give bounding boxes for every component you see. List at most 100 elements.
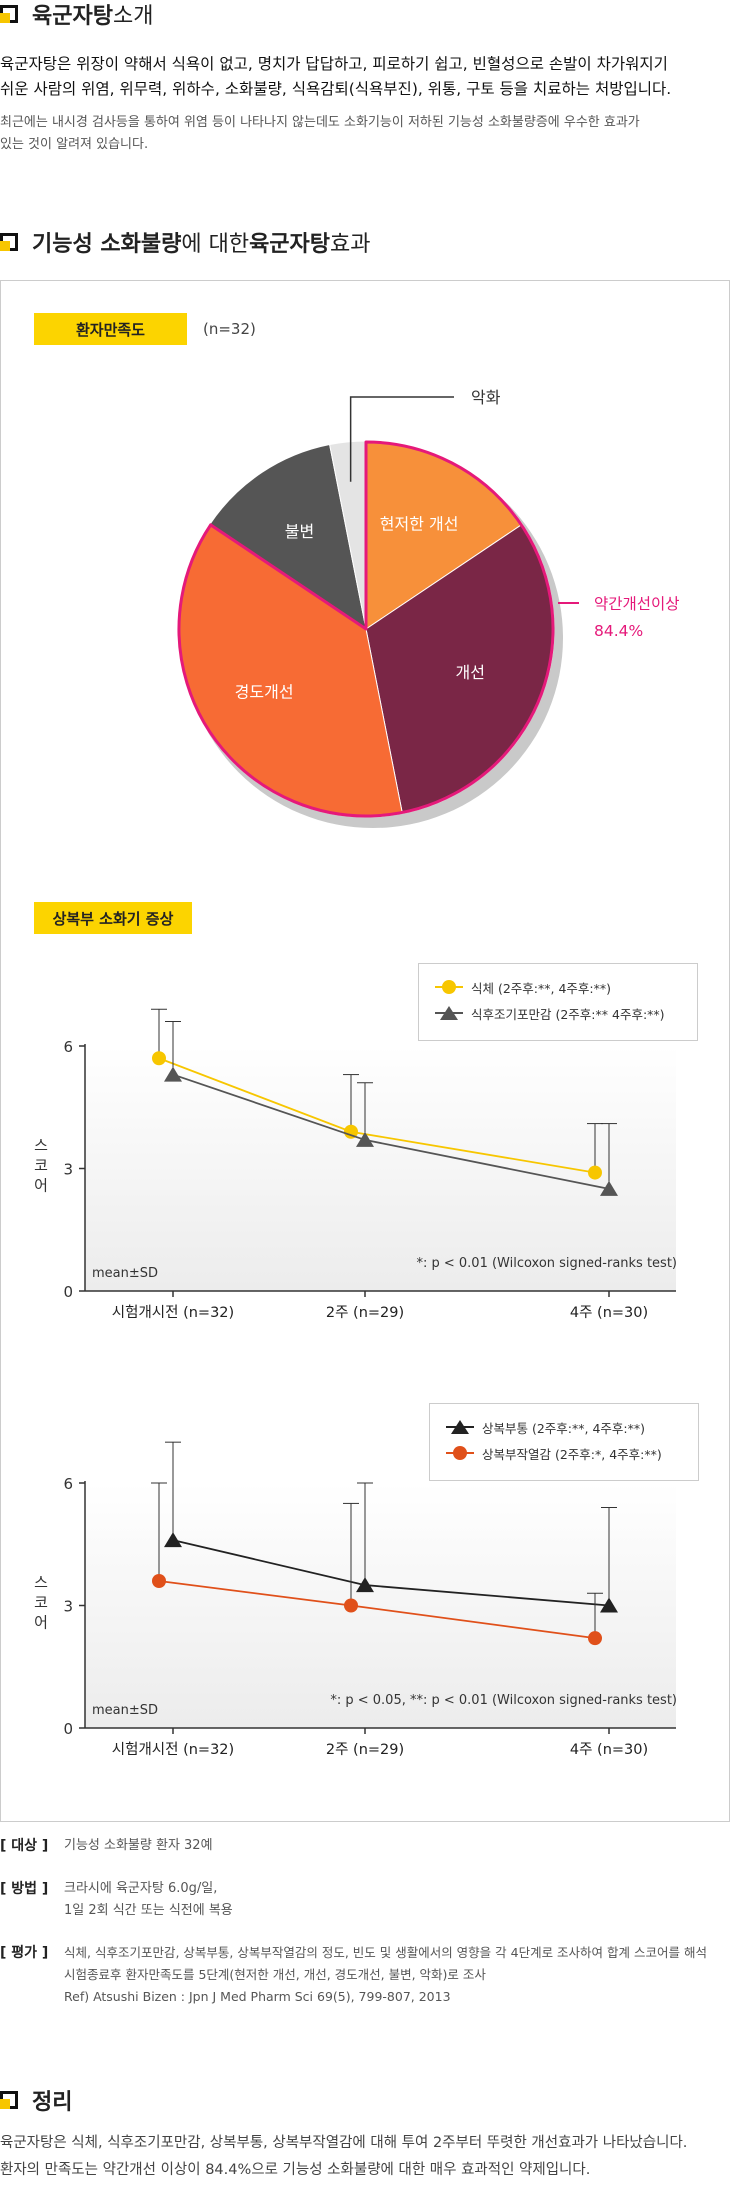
pie-slice-label: 개선 — [455, 663, 484, 682]
circle-marker-icon — [446, 1446, 474, 1460]
info-target: [ 대상 ] 기능성 소화불량 환자 32예 — [0, 1835, 213, 1857]
info-target-label: [ 대상 ] — [0, 1838, 49, 1854]
triangle-marker-icon — [435, 1006, 463, 1020]
legend-label: 상복부작열감 (2주후:*, 4주후:**) — [482, 1446, 662, 1462]
square-bullet-icon — [0, 5, 18, 23]
info-method-line: 1일 2회 식간 또는 식전에 복용 — [64, 1903, 233, 1918]
y-tick-label: 6 — [63, 1038, 73, 1056]
effect-title-1: 기능성 소화불량 — [32, 232, 182, 257]
legend-item: 식후조기포만감 (2주후:** 4주후:**) — [435, 1000, 681, 1026]
legend-label: 상복부통 (2주후:**, 4주후:**) — [482, 1420, 646, 1436]
effect-heading: 기능성 소화불량 에 대한 육군자탕 효과 — [0, 222, 371, 262]
info-eval-line: Ref) Atsushi Bizen : Jpn J Med Pharm Sci… — [64, 1989, 451, 2004]
pie-leader-line — [349, 396, 454, 482]
effect-title-3: 육군자탕 — [249, 232, 331, 257]
intro-heading: 육군자탕 소개 — [0, 0, 153, 34]
y-tick-label: 0 — [63, 1720, 73, 1738]
data-point — [600, 1597, 618, 1613]
intro-title-bold: 육군자탕 — [32, 4, 113, 29]
summary-line: 환자의 만족도는 약간개선 이상이 84.4%으로 기능성 소화불량에 대한 매… — [0, 2162, 591, 2178]
summary-title: 정리 — [32, 2090, 73, 2115]
symptoms-tag: 상복부 소화기 증상 — [34, 902, 192, 934]
legend-label: 식체 (2주후:**, 4주후:**) — [471, 980, 612, 996]
data-point — [600, 1180, 618, 1196]
plot-background — [85, 1046, 676, 1291]
legend-label: 식후조기포만감 (2주후:** 4주후:**) — [471, 1006, 665, 1022]
y-axis-label-char: 스 — [34, 1574, 48, 1592]
intro-title-rest: 소개 — [112, 4, 154, 29]
note-right: *: p < 0.01 (Wilcoxon signed-ranks test) — [416, 1256, 677, 1271]
y-tick-label: 0 — [63, 1283, 73, 1301]
plot-background — [85, 1483, 676, 1728]
intro-para1-line1: 육군자탕은 위장이 약해서 식욕이 없고, 명치가 답답하고, 피로하기 쉽고,… — [0, 55, 668, 73]
x-tick-label: 시험개시전 (n=32) — [112, 1741, 234, 1758]
y-axis-label-char: 스 — [34, 1137, 48, 1155]
x-tick-label: 시험개시전 (n=32) — [112, 1304, 234, 1321]
effect-title-4: 효과 — [330, 232, 371, 257]
highlight-label: 약간개선이상 — [594, 595, 680, 613]
y-axis-label-char: 어 — [34, 1177, 48, 1195]
pie-slice-label: 불변 — [285, 522, 314, 541]
x-tick-label: 4주 (n=30) — [570, 1742, 648, 1758]
intro-para2-line2: 있는 것이 알려져 있습니다. — [0, 137, 149, 152]
highlight-value: 84.4% — [594, 622, 643, 640]
y-axis-label-char: 어 — [34, 1614, 48, 1632]
satisfaction-n: (n=32) — [203, 320, 256, 338]
info-eval-line: 식체, 식후조기포만감, 상복부통, 상복부작열감의 정도, 빈도 및 생활에서… — [64, 1945, 707, 1960]
note-right: *: p < 0.05, **: p < 0.01 (Wilcoxon sign… — [330, 1693, 677, 1708]
info-method-line: 크라시에 육군자탕 6.0g/일, — [64, 1881, 218, 1896]
legend-item: 식체 (2주후:**, 4주후:**) — [435, 974, 681, 1000]
legend-item: 상복부작열감 (2주후:*, 4주후:**) — [446, 1440, 682, 1466]
pie-slice-label: 악화 — [471, 388, 501, 407]
chart2-legend: 상복부통 (2주후:**, 4주후:**) 상복부작열감 (2주후:*, 4주후… — [429, 1403, 699, 1481]
info-eval-line: 시험종료후 환자만족도를 5단계(현저한 개선, 개선, 경도개선, 불변, 악… — [64, 1967, 486, 1982]
summary-text: 육군자탕은 식체, 식후조기포만감, 상복부통, 상복부작열감에 대해 투여 2… — [0, 2130, 730, 2184]
intro-paragraph-1: 육군자탕은 위장이 약해서 식욕이 없고, 명치가 답답하고, 피로하기 쉽고,… — [0, 52, 728, 102]
data-point — [356, 1131, 374, 1147]
summary-heading: 정리 — [0, 2080, 72, 2120]
info-target-text: 기능성 소화불량 환자 32예 — [64, 1838, 213, 1853]
info-method-text: 크라시에 육군자탕 6.0g/일, 1일 2회 식간 또는 식전에 복용 — [64, 1878, 233, 1922]
y-tick-label: 3 — [63, 1598, 73, 1616]
pie-slice-label: 경도개선 — [235, 683, 294, 702]
effect-title-2: 에 대한 — [181, 232, 250, 257]
chart1-legend: 식체 (2주후:**, 4주후:**) 식후조기포만감 (2주후:** 4주후:… — [418, 963, 698, 1041]
data-point — [344, 1124, 358, 1139]
data-point — [164, 1066, 182, 1082]
square-bullet-icon — [0, 2091, 18, 2109]
satisfaction-tag: 환자만족도 — [34, 313, 187, 345]
y-tick-label: 6 — [63, 1475, 73, 1493]
data-point — [164, 1532, 182, 1548]
data-point — [356, 1577, 374, 1593]
intro-paragraph-2: 최근에는 내시경 검사등을 통하여 위염 등이 나타나지 않는데도 소화기능이 … — [0, 112, 728, 156]
x-tick-label: 2주 (n=29) — [326, 1305, 404, 1321]
y-axis-label-char: 코 — [34, 1157, 48, 1175]
y-tick-label: 3 — [63, 1161, 73, 1179]
data-point — [152, 1574, 166, 1588]
pie-slice — [209, 443, 367, 631]
note-left: mean±SD — [92, 1266, 158, 1281]
triangle-marker-icon — [446, 1420, 474, 1434]
x-tick-label: 4주 (n=30) — [570, 1305, 648, 1321]
data-point — [588, 1165, 602, 1180]
intro-para2-line1: 최근에는 내시경 검사등을 통하여 위염 등이 나타나지 않는데도 소화기능이 … — [0, 115, 640, 130]
intro-para1-line2: 쉬운 사람의 위염, 위무력, 위하수, 소화불량, 식욕감퇴(식욕부진), 위… — [0, 80, 672, 98]
y-axis-label-char: 코 — [34, 1594, 48, 1612]
x-tick-label: 2주 (n=29) — [326, 1742, 404, 1758]
data-point — [152, 1051, 166, 1066]
info-eval: [ 평가 ] 식체, 식후조기포만감, 상복부통, 상복부작열감의 정도, 빈도… — [0, 1942, 707, 2008]
legend-item: 상복부통 (2주후:**, 4주후:**) — [446, 1414, 682, 1440]
info-method-label: [ 방법 ] — [0, 1881, 49, 1897]
data-point — [588, 1631, 602, 1646]
square-bullet-icon — [0, 233, 18, 251]
pie-slice-label: 현저한 개선 — [380, 514, 459, 533]
pie-highlight-outline — [177, 440, 555, 818]
circle-marker-icon — [435, 980, 463, 994]
note-left: mean±SD — [92, 1703, 158, 1718]
